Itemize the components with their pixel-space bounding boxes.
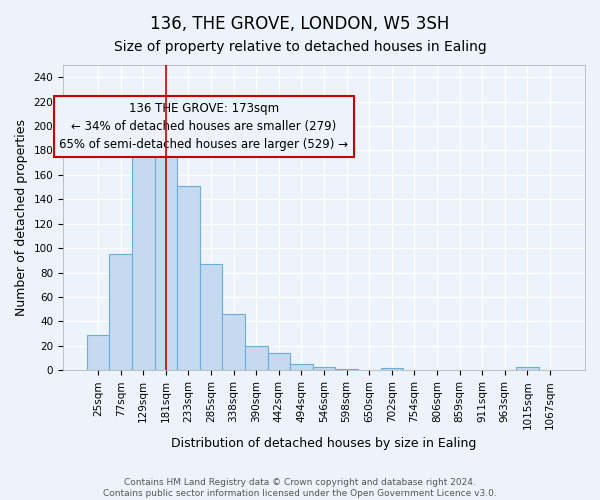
Text: 136, THE GROVE, LONDON, W5 3SH: 136, THE GROVE, LONDON, W5 3SH [151,15,449,33]
Bar [245,346,268,370]
Bar [132,140,155,370]
X-axis label: Distribution of detached houses by size in Ealing: Distribution of detached houses by size … [172,437,477,450]
Text: 136 THE GROVE: 173sqm
← 34% of detached houses are smaller (279)
65% of semi-det: 136 THE GROVE: 173sqm ← 34% of detached … [59,102,349,150]
Bar [177,186,200,370]
Y-axis label: Number of detached properties: Number of detached properties [15,119,28,316]
Bar [516,366,539,370]
Text: Contains HM Land Registry data © Crown copyright and database right 2024.
Contai: Contains HM Land Registry data © Crown c… [103,478,497,498]
Bar [313,366,335,370]
Bar [155,153,177,370]
Bar [200,264,223,370]
Bar [380,368,403,370]
Text: Size of property relative to detached houses in Ealing: Size of property relative to detached ho… [113,40,487,54]
Bar [109,254,132,370]
Bar [87,335,109,370]
Bar [223,314,245,370]
Bar [268,353,290,370]
Bar [335,369,358,370]
Bar [290,364,313,370]
